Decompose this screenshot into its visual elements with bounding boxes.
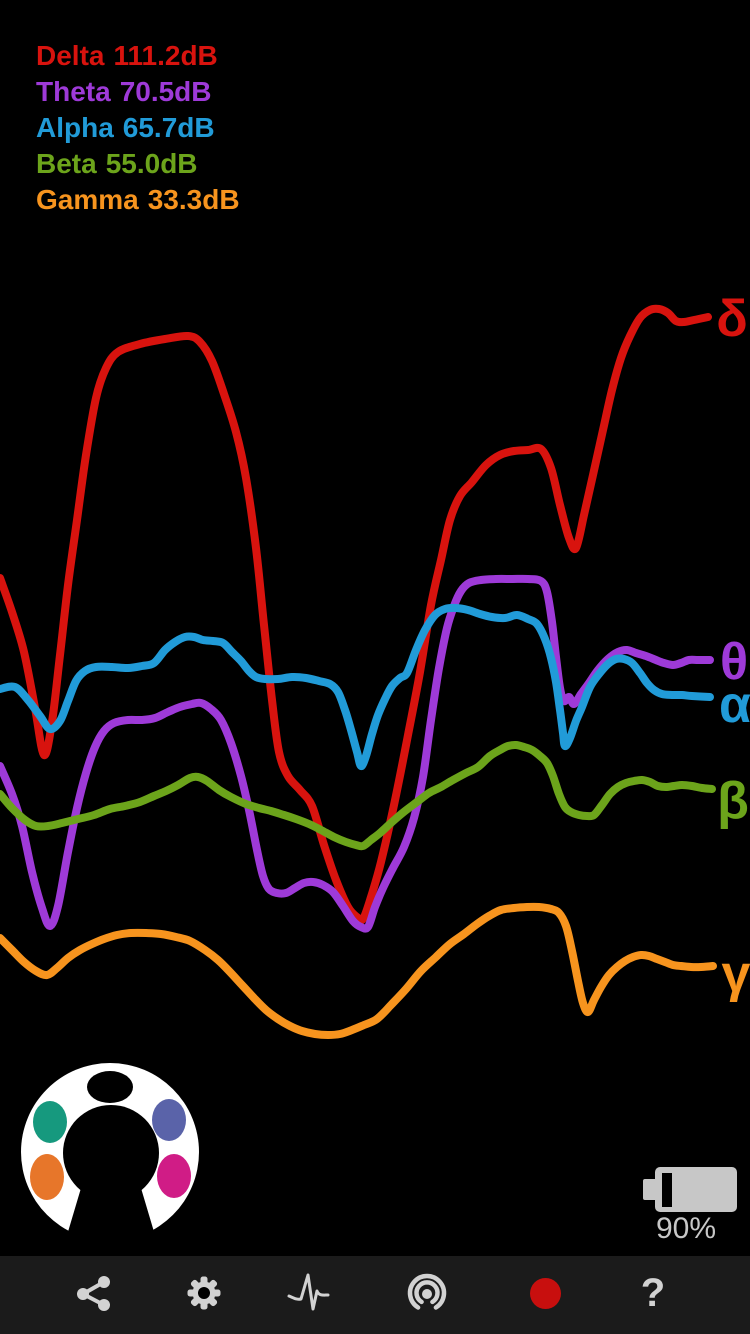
curve-label-alpha: α (719, 676, 750, 734)
legend-name: Alpha (36, 112, 114, 143)
head-notch (62, 1178, 160, 1252)
curve-label-delta: δ (716, 290, 748, 348)
record-icon (529, 1277, 561, 1309)
help-button[interactable]: ? (622, 1262, 684, 1324)
record-button[interactable] (514, 1262, 576, 1324)
curve-alpha (0, 603, 714, 771)
curve-label-gamma: γ (721, 945, 750, 1003)
battery-percent: 90% (655, 1212, 717, 1245)
legend-name: Delta (36, 40, 105, 71)
electrode-front-right (152, 1099, 186, 1141)
curve-label-theta: θ (719, 633, 749, 691)
battery-icon (643, 1167, 737, 1212)
broadcast-button[interactable] (396, 1262, 458, 1324)
eeg-spike-icon (287, 1273, 330, 1311)
share-icon (77, 1276, 110, 1311)
curve-beta (0, 740, 716, 851)
share-button[interactable] (64, 1262, 126, 1324)
electrode-front-left (33, 1101, 67, 1143)
legend-name: Beta (36, 148, 97, 179)
legend-value: 55.0dB (105, 148, 198, 179)
broadcast-icon (407, 1273, 447, 1310)
electrode-rear-right (157, 1154, 191, 1198)
legend-value: 65.7dB (122, 112, 215, 143)
legend-value: 70.5dB (119, 76, 212, 107)
legend-item-theta: Theta 70.5dB (36, 74, 240, 110)
electrode-top (87, 1071, 133, 1103)
gear-icon (187, 1276, 221, 1310)
help-icon: ? (640, 1270, 666, 1315)
toolbar: ? (0, 1256, 750, 1334)
legend-value: 111.2dB (113, 40, 218, 71)
waveform-button[interactable] (279, 1262, 341, 1324)
head-map-icon[interactable] (0, 1050, 220, 1255)
legend-item-delta: Delta 111.2dB (36, 38, 240, 74)
legend-item-alpha: Alpha 65.7dB (36, 110, 240, 146)
legend-name: Theta (36, 76, 111, 107)
curve-gamma (0, 902, 717, 1039)
legend-item-beta: Beta 55.0dB (36, 146, 240, 182)
legend-value: 33.3dB (147, 184, 240, 215)
battery-indicator: 90% (636, 1163, 746, 1245)
legend-name: Gamma (36, 184, 139, 215)
head-center (63, 1105, 159, 1201)
curve-delta (0, 304, 712, 925)
legend-item-gamma: Gamma 33.3dB (36, 182, 240, 218)
curve-label-beta: β (717, 772, 749, 830)
electrode-rear-left (30, 1154, 64, 1200)
settings-button[interactable] (173, 1262, 235, 1324)
legend: Delta 111.2dB Theta 70.5dB Alpha 65.7dB Bet… (36, 38, 240, 218)
